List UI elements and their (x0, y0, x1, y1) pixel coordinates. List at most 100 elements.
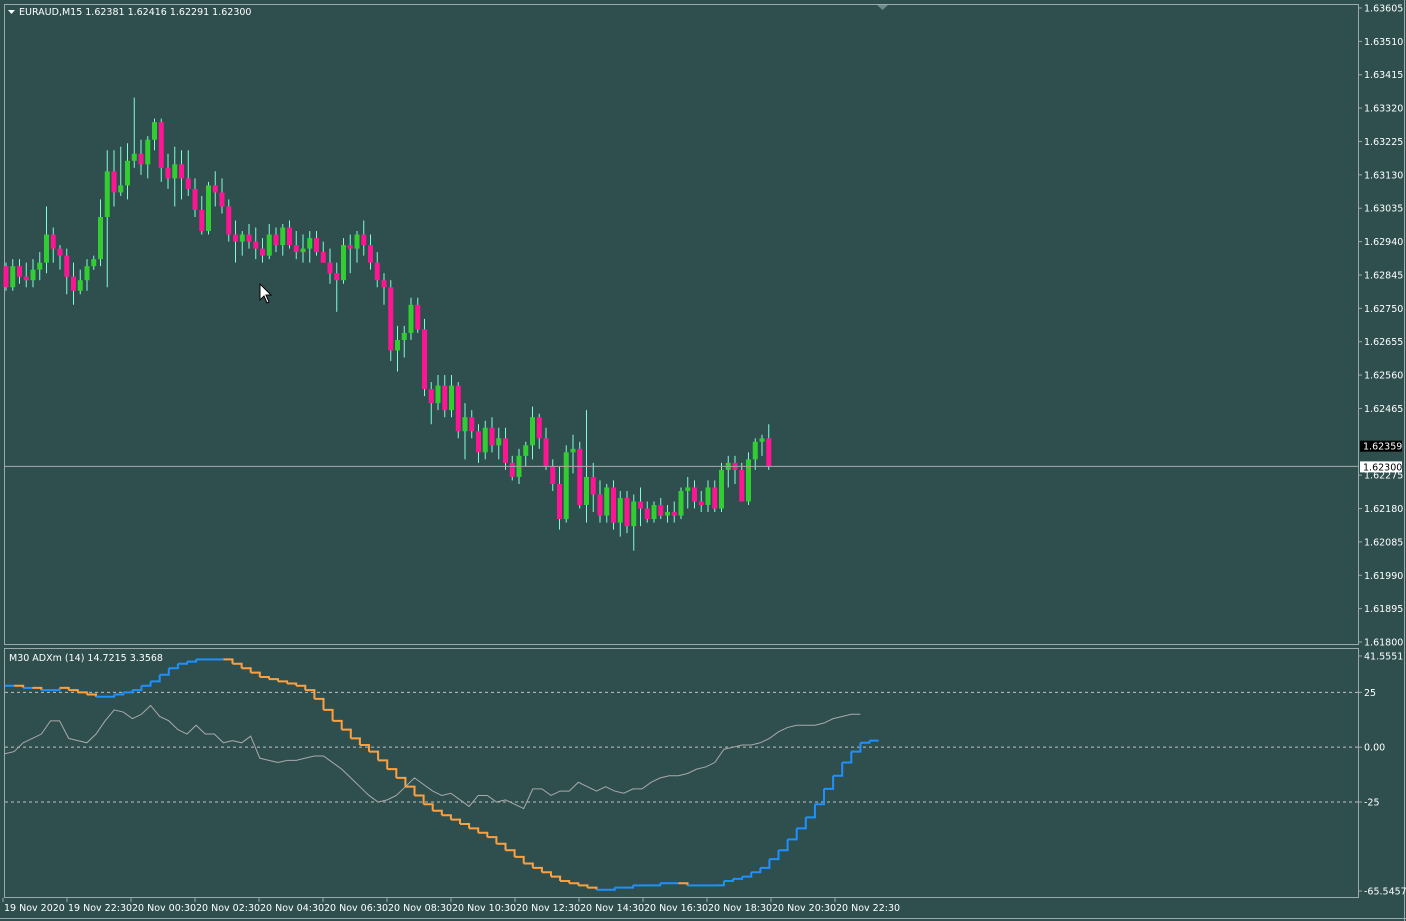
indicator-tick-label: -65.5457 (1364, 887, 1406, 898)
bear-candle (327, 262, 333, 274)
price-tick-label: 1.62845 (1364, 270, 1403, 281)
adx-rising-segment (842, 751, 853, 764)
bull-candle (152, 122, 157, 140)
bear-candle (17, 266, 22, 277)
bear-candle (536, 417, 542, 439)
adx-falling-segment (478, 831, 489, 838)
bear-candle (692, 487, 697, 502)
adx-rising-segment (787, 828, 798, 841)
bull-candle (395, 339, 400, 351)
time-tick-label: 19 Nov 22:30 (68, 903, 132, 914)
time-tick-label: 20 Nov 04:30 (260, 903, 324, 914)
adx-falling-segment (369, 750, 380, 761)
bear-candle (314, 238, 319, 253)
price-tick-label: 1.63415 (1364, 70, 1403, 81)
bear-candle (165, 167, 171, 179)
indicator-frame[interactable] (4, 648, 1359, 898)
adx-rising-segment (851, 742, 862, 753)
adx-falling-segment (232, 662, 243, 669)
time-axis: 19 Nov 2020 19 Nov 22:30 20 Nov 00:30 20 No… (2, 898, 900, 914)
bull-candle (30, 269, 36, 281)
bull-candle (341, 245, 346, 281)
indicator-tick-label: -25 (1364, 798, 1380, 809)
adx-rising-segment (796, 817, 807, 830)
bear-candle (597, 494, 603, 516)
adx-rising-segment (187, 659, 198, 663)
chart-shift-marker-icon[interactable] (877, 5, 888, 10)
bear-candle (698, 501, 704, 506)
bear-candle (50, 234, 56, 249)
bull-candle (665, 512, 670, 516)
adx-falling-segment (287, 682, 298, 686)
bull-candle (125, 160, 130, 186)
bear-candle (455, 385, 461, 432)
main-chart-frame[interactable] (4, 4, 1359, 645)
adx-rising-segment (751, 867, 762, 874)
adx-rising-segment (742, 872, 753, 878)
adx-falling-segment (387, 768, 398, 778)
bull-candle (746, 459, 751, 502)
bull-candle (570, 448, 576, 453)
bear-candle (422, 329, 427, 390)
adx-falling-segment (241, 667, 252, 673)
bear-candle (476, 431, 481, 453)
bear-candle (712, 487, 718, 509)
bear-candle (368, 245, 373, 263)
bear-candle (624, 497, 630, 527)
bear-candle (442, 385, 448, 411)
bear-candle (415, 304, 421, 330)
bear-candle (293, 245, 299, 253)
bear-candle (253, 241, 259, 249)
adx-secondary-line (4, 704, 861, 810)
ask-price-label-box (1360, 440, 1402, 452)
time-tick-label: 20 Nov 16:30 (644, 903, 708, 914)
adx-falling-segment (587, 886, 598, 890)
time-tick-label: 20 Nov 00:30 (132, 903, 196, 914)
bull-candle (239, 234, 245, 242)
adx-falling-segment (323, 708, 334, 721)
candlestick-series (3, 97, 772, 551)
price-tick-label: 1.62085 (1364, 537, 1403, 548)
price-tick-label: 1.63130 (1364, 170, 1403, 181)
triangle-down-icon[interactable] (8, 10, 15, 14)
indicator-tick-label: 41.5551 (1364, 652, 1403, 663)
adx-rising-segment (824, 775, 835, 790)
bear-candle (428, 389, 434, 404)
adx-rising-segment (623, 885, 634, 889)
bid-price-label-box (1360, 461, 1402, 473)
bull-candle (145, 139, 151, 165)
bear-candle (233, 234, 238, 242)
adx-falling-segment (496, 842, 507, 851)
bear-candle (219, 192, 225, 207)
bull-candle (482, 427, 488, 453)
bear-candle (287, 227, 292, 246)
bull-candle (719, 469, 724, 509)
time-tick-label: 20 Nov 06:30 (324, 903, 388, 914)
adx-falling-segment (314, 697, 325, 710)
bull-candle (449, 385, 454, 411)
bull-candle (206, 185, 211, 232)
price-tick-label: 1.62275 (1364, 471, 1403, 482)
bull-candle (266, 234, 272, 256)
symbol-header: EURAUD,M15 1.62381 1.62416 1.62291 1.623… (19, 7, 251, 18)
bull-candle (98, 216, 103, 260)
bear-candle (489, 427, 495, 446)
bear-candle (226, 206, 232, 235)
bull-candle (408, 304, 414, 333)
bull-candle (685, 487, 691, 491)
time-tick-label: 20 Nov 12:30 (516, 903, 580, 914)
bull-candle (496, 438, 502, 446)
bull-candle (172, 164, 178, 179)
adx-falling-segment (296, 684, 307, 691)
time-tick-label: 20 Nov 20:30 (772, 903, 836, 914)
adx-falling-segment (405, 785, 416, 796)
bear-candle (111, 171, 117, 193)
bull-candle (44, 234, 49, 263)
bear-candle (671, 512, 677, 516)
time-tick-label: 20 Nov 08:30 (388, 903, 452, 914)
adx-falling-segment (350, 737, 361, 745)
adx-falling-segment (523, 862, 534, 868)
price-tick-label: 1.61800 (1364, 638, 1403, 649)
adx-falling-segment (532, 866, 543, 873)
adx-falling-segment (341, 728, 352, 739)
